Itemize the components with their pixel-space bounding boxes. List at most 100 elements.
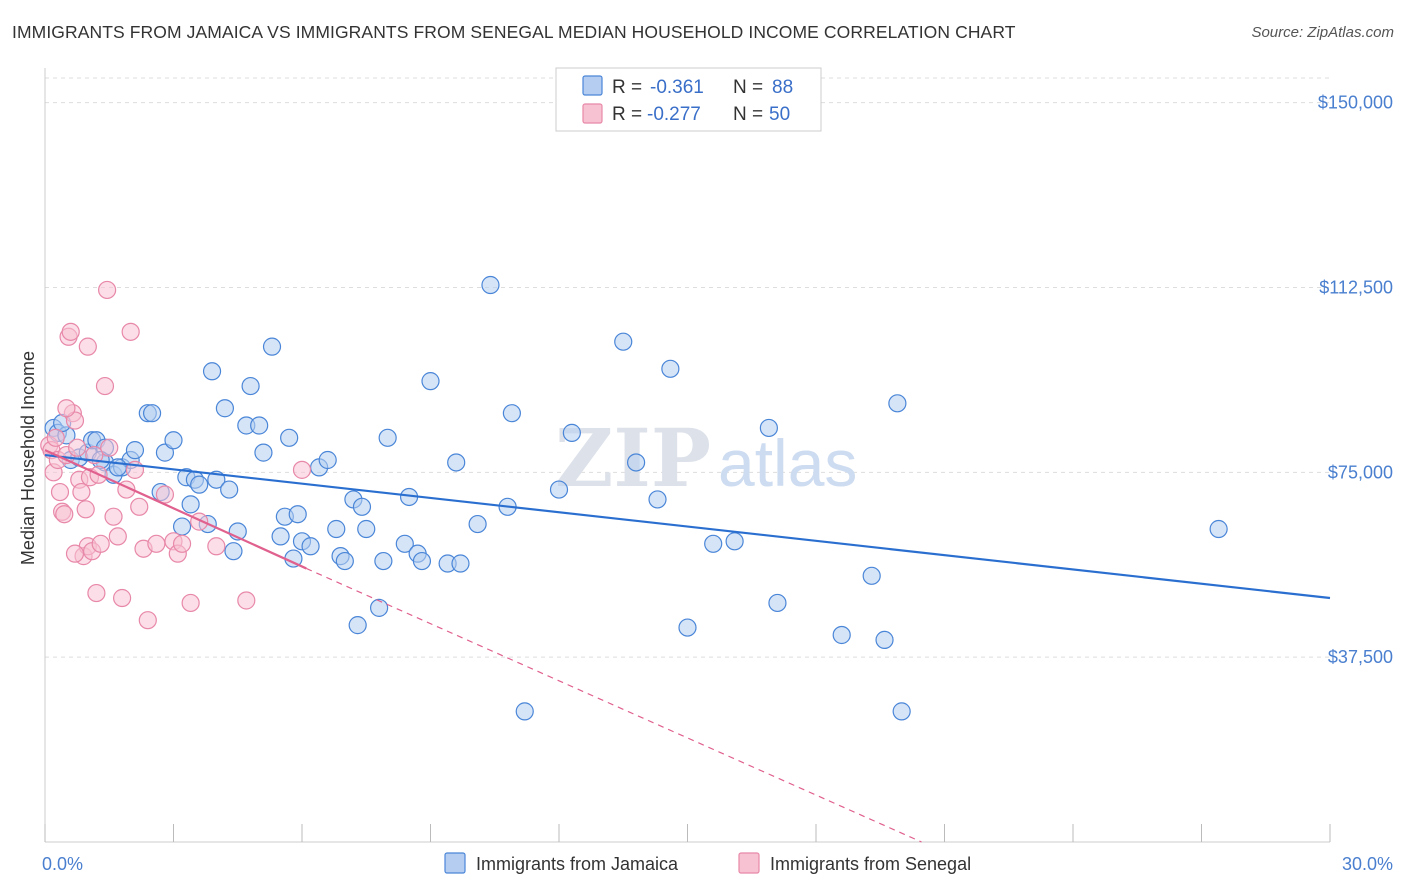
jamaica-point	[395, 534, 414, 553]
jamaica-point	[892, 702, 911, 721]
senegal-point	[147, 534, 166, 553]
legend-r-label-senegal: R =	[612, 104, 642, 125]
jamaica-point	[412, 551, 432, 571]
senegal-point	[98, 280, 117, 300]
senegal-point	[138, 611, 157, 630]
senegal-trend-line	[44, 449, 307, 570]
senegal-point	[50, 482, 70, 502]
jamaica-point	[164, 431, 183, 450]
senegal-point	[65, 411, 85, 430]
jamaica-point	[768, 593, 787, 613]
x-tick-label-max: 30.0%	[1342, 854, 1393, 874]
jamaica-point	[502, 404, 521, 423]
jamaica-point	[301, 537, 320, 556]
jamaica-point	[241, 376, 260, 396]
y-tick-label: $150,000	[1318, 93, 1393, 113]
points-layer	[40, 275, 1228, 721]
senegal-point	[72, 482, 91, 502]
legend-swatch-senegal	[582, 103, 603, 124]
jamaica-point	[421, 372, 440, 391]
bottom-legend-swatch-senegal	[738, 852, 760, 874]
jamaica-point	[254, 443, 273, 462]
jamaica-trend-line	[44, 453, 1331, 600]
senegal-point	[95, 376, 115, 396]
senegal-point	[78, 337, 97, 356]
trend-layer	[44, 449, 1331, 843]
senegal-point	[121, 322, 140, 341]
jamaica-point	[614, 332, 633, 351]
senegal-point	[68, 438, 87, 457]
senegal-point	[207, 537, 226, 556]
y-tick-label: $112,500	[1319, 277, 1393, 297]
legend-r-label-jamaica: R =	[612, 77, 642, 98]
jamaica-point	[515, 702, 534, 721]
senegal-point	[108, 527, 127, 546]
senegal-point	[181, 593, 200, 613]
jamaica-point	[262, 337, 282, 356]
jamaica-point	[468, 514, 487, 534]
jamaica-point	[288, 505, 307, 524]
jamaica-point	[888, 394, 907, 413]
senegal-point	[292, 460, 312, 479]
jamaica-point	[562, 423, 581, 442]
senegal-point	[112, 588, 132, 608]
legend-n-label-senegal: N =	[733, 104, 763, 125]
senegal-point	[237, 591, 256, 610]
bottom-legend: Immigrants from Jamaica Immigrants from …	[444, 852, 971, 874]
jamaica-point	[327, 519, 346, 539]
y-tick-label: $37,500	[1328, 647, 1393, 667]
jamaica-point	[759, 418, 778, 438]
senegal-point	[65, 544, 85, 563]
jamaica-point	[190, 475, 209, 494]
jamaica-point	[335, 551, 354, 571]
senegal-point	[155, 485, 175, 504]
senegal-point	[104, 507, 123, 526]
senegal-point	[172, 534, 192, 553]
jamaica-point	[215, 399, 234, 418]
jamaica-point	[549, 480, 569, 499]
jamaica-point	[481, 275, 500, 295]
jamaica-point	[862, 566, 881, 585]
legend-n-label-jamaica: N =	[733, 77, 763, 98]
bottom-legend-label-jamaica: Immigrants from Jamaica	[476, 854, 679, 874]
jamaica-point	[318, 450, 337, 470]
jamaica-point	[378, 428, 397, 447]
watermark: ZIP atlas	[555, 411, 857, 505]
jamaica-point	[271, 527, 290, 546]
grid-layer	[45, 77, 1330, 658]
jamaica-point	[875, 630, 894, 650]
jamaica-point	[352, 497, 372, 516]
senegal-point	[61, 322, 80, 341]
jamaica-point	[155, 443, 175, 462]
jamaica-point	[202, 362, 222, 381]
jamaica-point	[678, 618, 697, 637]
legend-swatch-jamaica	[582, 75, 603, 96]
jamaica-point	[648, 490, 667, 509]
jamaica-point	[704, 534, 723, 553]
chart-title: IMMIGRANTS FROM JAMAICA VS IMMIGRANTS FR…	[12, 22, 1016, 42]
jamaica-point	[348, 616, 367, 635]
senegal-point	[91, 534, 110, 553]
jamaica-point	[142, 404, 162, 423]
jamaica-point	[626, 453, 646, 472]
senegal-point	[46, 428, 65, 447]
senegal-point	[76, 500, 95, 519]
y-tick-label: $75,000	[1328, 462, 1393, 482]
jamaica-point	[280, 428, 299, 447]
jamaica-point	[451, 554, 470, 573]
bottom-legend-label-senegal: Immigrants from Senegal	[770, 854, 971, 874]
jamaica-point	[1209, 519, 1228, 539]
x-tick-labels: 0.0% 30.0%	[42, 854, 1393, 874]
jamaica-point	[250, 416, 269, 435]
senegal-point	[87, 583, 106, 603]
jamaica-point	[357, 519, 376, 539]
jamaica-point	[220, 480, 239, 499]
jamaica-point	[370, 598, 389, 617]
jamaica-point	[661, 359, 680, 378]
senegal-point	[55, 505, 74, 524]
y-tick-labels: $37,500 $75,000 $112,500 $150,000	[1318, 93, 1393, 668]
legend-n-value-senegal: 50	[769, 104, 790, 125]
legend-n-value-jamaica: 88	[772, 77, 793, 98]
legend-r-value-jamaica: -0.361	[650, 77, 704, 98]
